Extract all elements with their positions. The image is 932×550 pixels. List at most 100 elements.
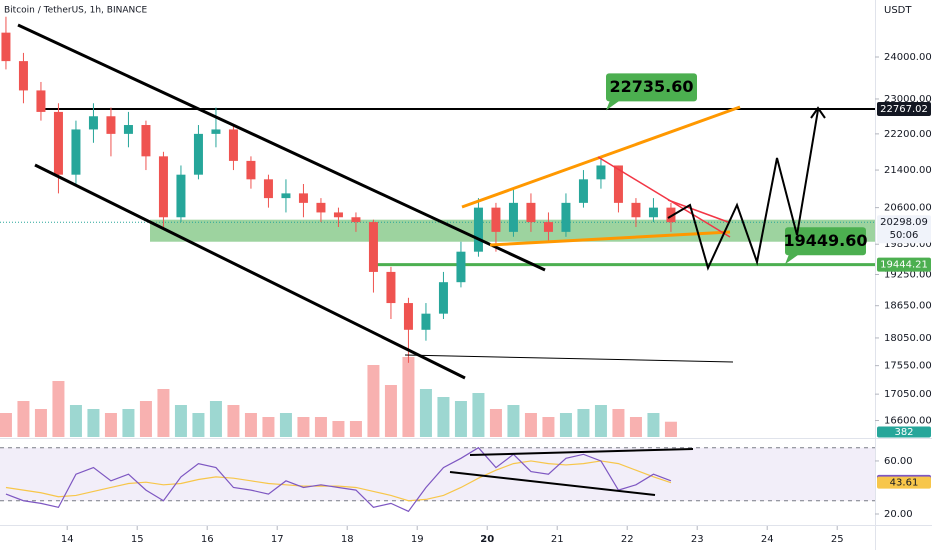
candle-body bbox=[596, 165, 606, 180]
x-tick-label: 15 bbox=[131, 534, 144, 545]
callout-label: 19449.60 bbox=[783, 231, 867, 250]
trend-line bbox=[404, 354, 734, 363]
rsi-trend-upper bbox=[469, 448, 694, 456]
volume-bar bbox=[577, 409, 590, 437]
x-tick-label: 14 bbox=[61, 534, 74, 545]
y-tick-label: 19250.00 bbox=[884, 269, 932, 280]
candle-body bbox=[543, 222, 553, 232]
volume-bar bbox=[69, 405, 82, 437]
rsi-ma-label-bg bbox=[877, 476, 931, 489]
volume-bar bbox=[17, 401, 30, 437]
candle-body bbox=[158, 156, 168, 218]
volume-bar bbox=[209, 401, 222, 437]
callout: 22735.60 bbox=[606, 73, 697, 111]
candle-body bbox=[333, 212, 343, 218]
callout-label: 22735.60 bbox=[609, 77, 693, 96]
y-tick-label: 18050.00 bbox=[884, 333, 932, 344]
volume-bar bbox=[34, 409, 47, 437]
y-tick-label: 23000.00 bbox=[884, 94, 932, 105]
volume-bar bbox=[559, 413, 572, 437]
volume-bar bbox=[52, 381, 65, 437]
candle-body bbox=[141, 125, 151, 157]
volume-bar bbox=[437, 397, 450, 437]
volume-bar bbox=[87, 409, 100, 437]
candle-body bbox=[561, 202, 571, 232]
channel-upper bbox=[17, 23, 546, 272]
volume-bar bbox=[122, 409, 135, 437]
candle-body bbox=[193, 133, 203, 175]
resistance-line bbox=[667, 199, 729, 223]
resistance-line bbox=[597, 156, 731, 238]
wedge-upper bbox=[461, 105, 741, 209]
level-label-bg bbox=[877, 102, 931, 117]
volume-bar bbox=[157, 389, 170, 437]
volume-bar bbox=[367, 365, 380, 437]
candle-body bbox=[263, 179, 273, 199]
x-tick-label: 23 bbox=[691, 534, 704, 545]
y-tick-label: 17050.00 bbox=[884, 389, 932, 400]
candle-body bbox=[246, 160, 256, 180]
callout-pointer bbox=[606, 100, 620, 111]
volume-bar bbox=[174, 405, 187, 437]
candle-body bbox=[438, 282, 448, 314]
candle-body bbox=[456, 251, 466, 283]
current-price-bg bbox=[877, 215, 931, 244]
callout-box bbox=[785, 227, 866, 256]
volume-bar bbox=[472, 393, 485, 437]
candle-body bbox=[491, 207, 501, 232]
volume-bar bbox=[524, 413, 537, 437]
volume-label-text: 382 bbox=[894, 427, 913, 438]
candle-body bbox=[386, 271, 396, 304]
level-label-bg bbox=[877, 257, 931, 272]
volume-bar bbox=[612, 409, 625, 437]
x-tick-label: 21 bbox=[551, 534, 564, 545]
countdown: 50:06 bbox=[890, 230, 919, 241]
rsi-y-tick-label: 20.00 bbox=[884, 509, 913, 520]
volume-bar bbox=[384, 385, 397, 437]
chart-title: Bitcoin / TetherUS, 1h, BINANCE bbox=[4, 6, 148, 16]
candle-body bbox=[421, 313, 431, 330]
axes: 24000.00 23000.00 22200.00 21400.00 20600.00… bbox=[61, 52, 932, 545]
volume-bar bbox=[332, 421, 345, 437]
candle-body bbox=[88, 116, 98, 130]
candle-body bbox=[526, 202, 536, 223]
volume-bar bbox=[244, 413, 257, 437]
callout: 19449.60 bbox=[783, 227, 868, 265]
level-label-text: 19444.21 bbox=[880, 260, 928, 271]
candle-body bbox=[176, 174, 186, 218]
volume-label-bg bbox=[877, 426, 931, 438]
rsi-ma-label: 43.61 bbox=[877, 476, 931, 489]
candle-body bbox=[228, 129, 238, 161]
x-tick-label: 22 bbox=[621, 534, 634, 545]
volume-bar bbox=[419, 389, 432, 437]
y-tick-label: 22200.00 bbox=[884, 129, 932, 140]
candle-body bbox=[631, 202, 641, 218]
x-tick-label: 24 bbox=[761, 534, 774, 545]
candle-body bbox=[578, 179, 588, 203]
rsi-y-tick-label: 60.00 bbox=[884, 456, 913, 467]
projection-arrow bbox=[810, 106, 826, 119]
rsi-line bbox=[5, 446, 672, 513]
callout-pointer bbox=[785, 254, 799, 265]
candle-body bbox=[106, 116, 116, 134]
candle-body bbox=[281, 193, 291, 199]
volume-label: 382 bbox=[877, 426, 931, 438]
candle-body bbox=[53, 111, 63, 175]
level-label: 22767.02 bbox=[877, 102, 931, 117]
candle-body bbox=[316, 202, 326, 213]
level-label-text: 22767.02 bbox=[880, 104, 928, 115]
level-label: 19444.21 bbox=[877, 257, 931, 272]
volume-bar bbox=[507, 405, 520, 437]
candle-body bbox=[666, 207, 676, 223]
y-tick-label: 17550.00 bbox=[884, 361, 932, 372]
channel-lower bbox=[34, 163, 466, 380]
candle-body bbox=[211, 129, 221, 134]
volume-bar bbox=[0, 413, 12, 437]
current-price-label: 20298.09 bbox=[880, 217, 928, 228]
wedge-lower bbox=[489, 230, 731, 247]
volume-bar bbox=[139, 401, 152, 437]
projection-path bbox=[667, 109, 819, 271]
candle-body bbox=[508, 202, 518, 232]
volume-bar bbox=[104, 413, 117, 437]
candle-body bbox=[613, 165, 623, 203]
